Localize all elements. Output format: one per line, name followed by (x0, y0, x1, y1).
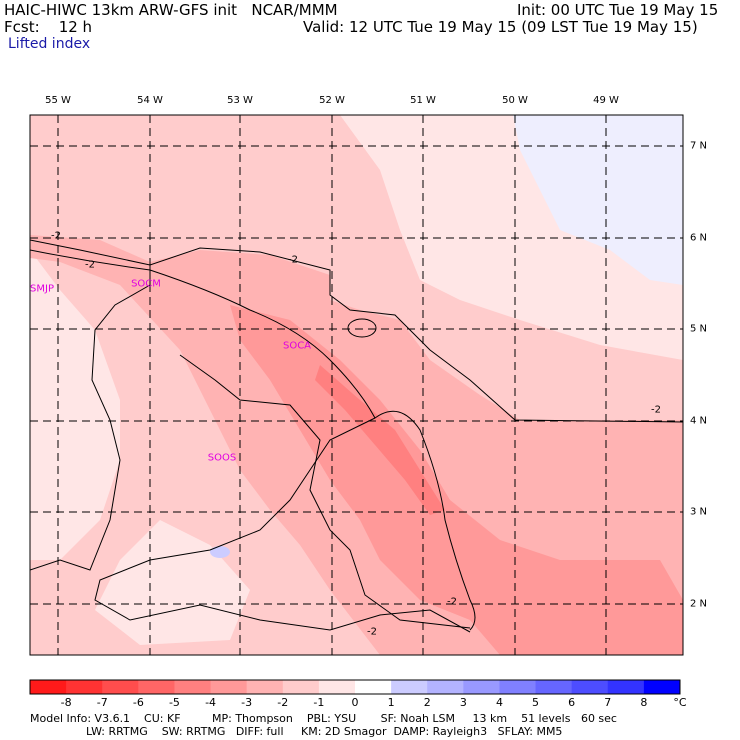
border-south (94, 417, 471, 633)
lat-label-2n: 2 N (690, 598, 708, 610)
colorbar-swatch (210, 680, 248, 694)
li-fill-small-positive (210, 546, 230, 558)
contour-label: -2 (651, 404, 661, 416)
contour-line-south (179, 354, 471, 629)
coastline-borders (30, 249, 476, 633)
lon-label-49w: 49 W (593, 95, 619, 106)
colorbar-swatch (391, 680, 428, 694)
colorbar-swatch (535, 680, 573, 694)
colorbar-tick-label: -8 (60, 696, 72, 709)
field-name: Lifted index (8, 36, 91, 52)
station-label-soos: SOOS (207, 452, 237, 464)
colorbar-frame (29, 679, 681, 695)
valid-time: Valid: 12 UTC Tue 19 May 15 (09 LST Tue … (303, 18, 698, 36)
colorbar-tick-label: -6 (132, 696, 144, 709)
colorbar-tick-label: -4 (205, 696, 217, 709)
colorbar-swatch (30, 680, 67, 694)
model-info-line1: Model Info: V3.6.1 CU: KF MP: Thompson P… (30, 712, 617, 725)
lon-label-53w: 53 W (227, 95, 253, 106)
colorbar-unit: °C (673, 696, 687, 709)
shaded-field (30, 115, 683, 655)
lat-label-6n: 6 N (690, 232, 708, 244)
colorbar-swatch (318, 680, 356, 694)
li-fill-minus4 (315, 365, 445, 515)
lat-label-5n: 5 N (690, 323, 708, 335)
lat-label-3n: 3 N (690, 506, 708, 518)
colorbar-swatch (174, 680, 212, 694)
li-fill-positive (513, 115, 683, 285)
colorbar-tick-label: 5 (532, 696, 540, 709)
colorbar-tick-label: 2 (423, 696, 431, 709)
border-west (30, 265, 151, 571)
colorbar-swatch (463, 680, 500, 694)
station-label-socm: SOCM (131, 278, 161, 290)
lon-label-52w: 52 W (319, 95, 345, 106)
colorbar-tick-label: 0 (351, 696, 359, 709)
colorbar-swatch (282, 680, 320, 694)
colorbar-tick-label: 3 (459, 696, 467, 709)
colorbar-swatch (607, 680, 645, 694)
lon-label-50w: 50 W (502, 95, 528, 106)
colorbar-swatch (427, 680, 464, 694)
colorbar-swatch (499, 680, 537, 694)
colorbar-swatch (138, 680, 175, 694)
colorbar-tick-label: 4 (495, 696, 503, 709)
coastline (30, 249, 476, 631)
contour-label: -2 (85, 259, 95, 271)
lat-label-4n: 4 N (690, 415, 708, 427)
colorbar-tick-label: -2 (277, 696, 289, 709)
init-time: Init: 00 UTC Tue 19 May 15 (517, 1, 719, 19)
model-info-line2: LW: RRTMG SW: RRTMG DIFF: full KM: 2D Sm… (30, 725, 563, 738)
map-frame (29, 114, 684, 656)
contour-label: -2 (367, 626, 377, 638)
contour-label: -2 (288, 254, 298, 266)
contour-line-closed (347, 318, 377, 338)
lon-label-54w: 54 W (137, 95, 163, 106)
colorbar-swatch (246, 680, 284, 694)
lat-label-7n: 7 N (690, 140, 708, 152)
li-fill-zero-west (30, 250, 120, 560)
colorbar-tick-label: -3 (241, 696, 253, 709)
colorbar-swatch (102, 680, 139, 694)
station-label-smjp: SMJP (30, 283, 54, 295)
colorbar-tick-label: 6 (568, 696, 576, 709)
forecast-hour: Fcst: 12 h (4, 18, 93, 36)
colorbar-swatch (355, 680, 392, 694)
model-title: HAIC-HIWC 13km ARW-GFS init NCAR/MMM (4, 1, 338, 19)
latlon-grid (30, 115, 683, 655)
colorbar-swatch (66, 680, 103, 694)
station-label-soca: SOCA (282, 340, 312, 352)
colorbar-swatch (571, 680, 609, 694)
colorbar-tick-label: 1 (387, 696, 395, 709)
colorbar (30, 680, 681, 694)
lon-label-51w: 51 W (410, 95, 436, 106)
colorbar-tick-label: 8 (640, 696, 648, 709)
colorbar-swatch (643, 680, 681, 694)
colorbar-tick-label: -5 (168, 696, 180, 709)
colorbar-tick-label: 7 (604, 696, 612, 709)
contour-label: -2 (51, 230, 61, 242)
colorbar-tick-label: -1 (313, 696, 325, 709)
colorbar-tick-label: -7 (96, 696, 108, 709)
contour-label: -2 (447, 596, 457, 608)
lon-label-55w: 55 W (45, 95, 71, 106)
